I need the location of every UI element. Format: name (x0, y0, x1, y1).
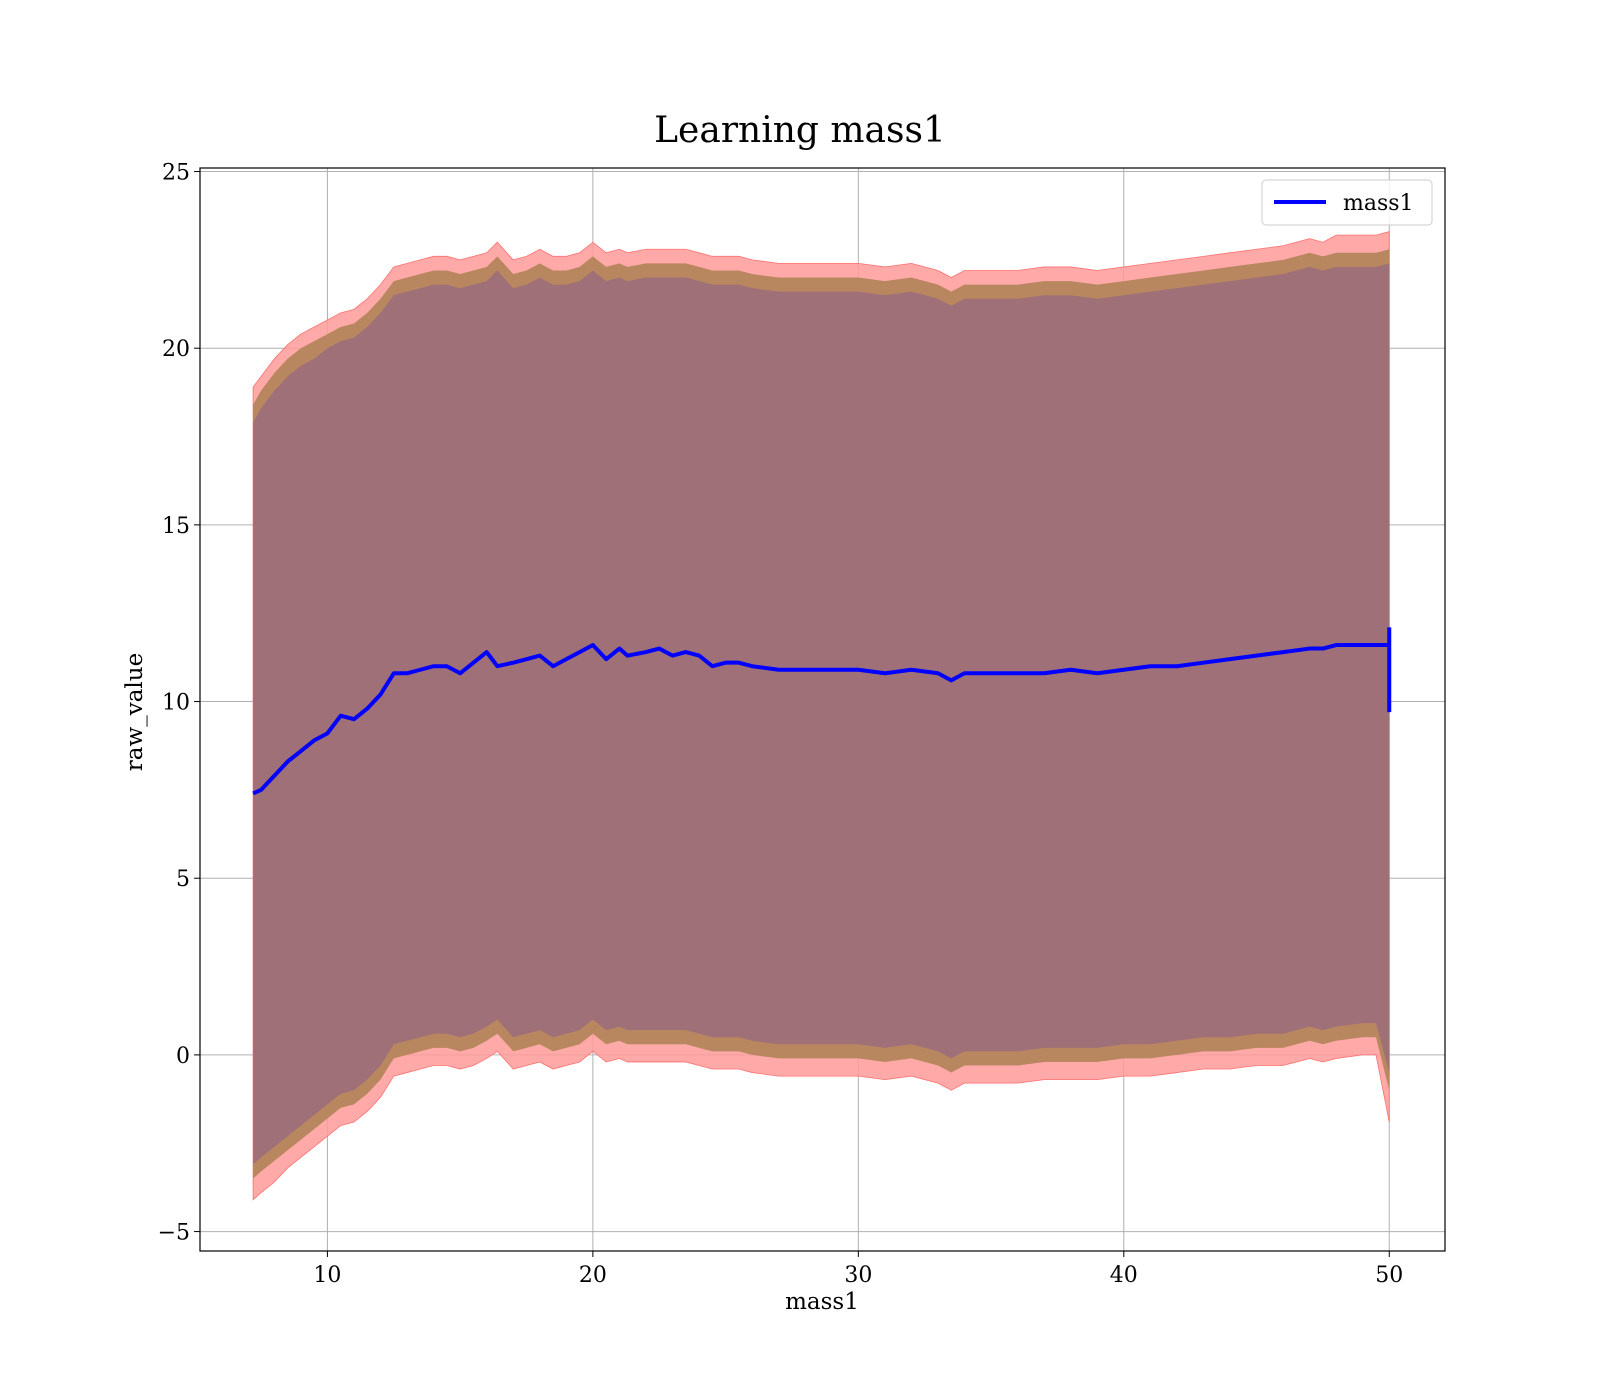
legend-entry-mass1: mass1 (1343, 191, 1414, 216)
y-tick-label: 15 (162, 514, 190, 539)
band-inner (253, 263, 1390, 1165)
uncertainty-bands (252, 231, 1390, 1201)
x-tick-label: 20 (579, 1263, 607, 1288)
y-tick-label: 10 (162, 691, 190, 716)
plot-frame (199, 167, 1446, 1252)
y-tick-label: 0 (176, 1044, 190, 1069)
x-tick-label: 40 (1110, 1263, 1138, 1288)
series-line-mass1 (252, 643, 1390, 796)
y-tick-label: 25 (162, 161, 190, 186)
y-axis-ticks: −5 0 5 10 15 20 25 (158, 161, 200, 1246)
x-tick-label: 10 (313, 1263, 341, 1288)
legend: mass1 (1261, 179, 1433, 226)
y-tick-label: 5 (176, 867, 190, 892)
x-axis-ticks: 10 20 30 40 50 (313, 1251, 1403, 1288)
y-tick-label: 20 (162, 337, 190, 362)
y-tick-label: −5 (158, 1221, 190, 1246)
chart-title: Learning mass1 (654, 110, 946, 151)
x-tick-label: 50 (1375, 1263, 1403, 1288)
y-axis-label: raw_value (122, 653, 148, 771)
series-lines (252, 627, 1392, 796)
x-tick-label: 30 (844, 1263, 872, 1288)
legend-box (1261, 179, 1433, 226)
x-axis-label: mass1 (785, 1289, 859, 1315)
